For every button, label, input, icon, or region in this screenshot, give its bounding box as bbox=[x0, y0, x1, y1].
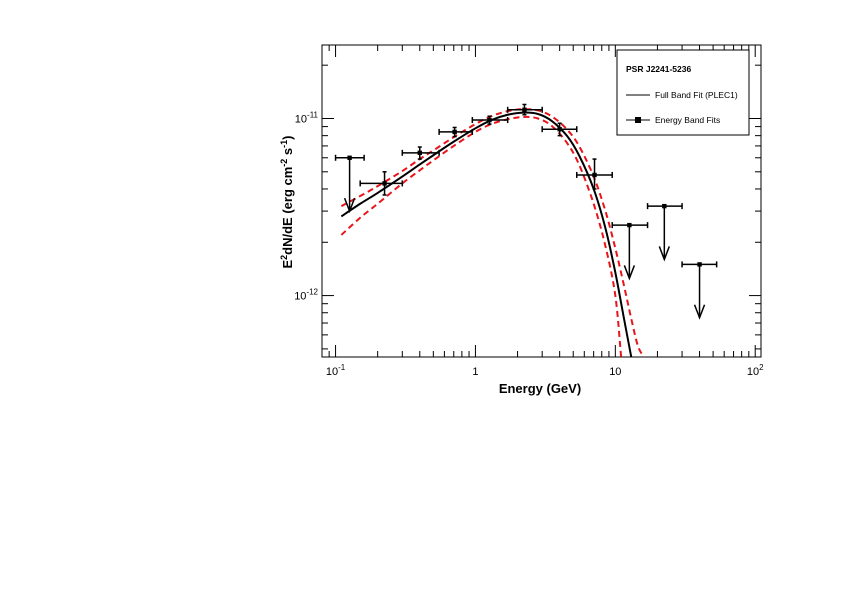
plot-frame bbox=[321, 44, 762, 358]
y-tick-label-base: 10 bbox=[294, 291, 306, 303]
upper-limit-1 bbox=[611, 222, 649, 281]
x-axis-tick-labels: 10-1 1 10 102 bbox=[326, 363, 764, 378]
x-axis-label: Energy (GeV) bbox=[499, 381, 581, 396]
data-point-4 bbox=[506, 103, 543, 116]
x-tick-label: 1 bbox=[472, 366, 478, 378]
y-axis-ticks bbox=[322, 64, 761, 350]
y-tick-label-exponent: -11 bbox=[307, 110, 319, 119]
model-band-upper bbox=[340, 108, 645, 357]
x-tick-label: 102 bbox=[747, 363, 764, 378]
y-label-sup2: -2 bbox=[279, 159, 289, 167]
x-tick-label-base: 10 bbox=[747, 366, 759, 378]
limit-arrow-head bbox=[693, 304, 706, 320]
x-axis-ticks bbox=[321, 45, 756, 357]
point-marker bbox=[452, 129, 457, 135]
y-label-sup1: 2 bbox=[279, 255, 289, 260]
y-axis-label: E2dN/dE (erg cm-2 s-1) bbox=[279, 135, 295, 268]
x-tick-label-base: 1 bbox=[472, 366, 478, 378]
limit-arrow-head bbox=[658, 246, 671, 262]
point-marker bbox=[592, 172, 597, 178]
legend-title: PSR J2241-5236 bbox=[626, 64, 691, 74]
x-tick-label: 10-1 bbox=[326, 363, 346, 378]
y-tick-label-base: 10 bbox=[295, 113, 307, 125]
plot-area bbox=[321, 44, 762, 358]
x-tick-label: 10 bbox=[609, 366, 621, 378]
upper-limit-2 bbox=[646, 203, 683, 262]
y-label-end: ) bbox=[280, 135, 295, 139]
data-point-2 bbox=[438, 126, 474, 138]
upper-limit-0 bbox=[334, 154, 365, 214]
y-tick-label-exponent: -12 bbox=[306, 288, 318, 297]
y-label-mid: dN/dE (erg cm bbox=[280, 167, 295, 255]
x-tick-label-exponent: -1 bbox=[338, 363, 346, 372]
legend-entry-energy-band: Energy Band Fits bbox=[655, 115, 720, 125]
y-label-mid2: s bbox=[280, 148, 295, 159]
y-label-sup3: -1 bbox=[279, 140, 289, 148]
data-point-0 bbox=[359, 171, 404, 196]
upper-limit-3 bbox=[681, 261, 718, 320]
model-fit-line bbox=[340, 111, 633, 357]
point-marker bbox=[522, 107, 527, 112]
x-tick-label-exponent: 2 bbox=[759, 363, 764, 372]
model-band-lower bbox=[340, 115, 623, 357]
legend-entry-full-band: Full Band Fit (PLEC1) bbox=[655, 90, 738, 100]
y-tick-label: 10-11 bbox=[295, 110, 319, 125]
data-point-1 bbox=[401, 146, 440, 160]
y-label-base: E bbox=[280, 260, 295, 269]
limit-arrow-head bbox=[623, 265, 636, 281]
x-tick-label-base: 10 bbox=[609, 366, 621, 378]
data-point-3 bbox=[471, 115, 509, 125]
point-marker bbox=[557, 127, 562, 132]
data-point-5 bbox=[541, 122, 578, 137]
legend-marker-square bbox=[635, 117, 641, 123]
plot-content bbox=[334, 103, 718, 357]
x-tick-label-base: 10 bbox=[326, 366, 338, 378]
point-marker bbox=[487, 117, 492, 123]
data-point-6 bbox=[576, 158, 613, 190]
limit-arrow-head bbox=[343, 197, 356, 214]
point-marker bbox=[382, 181, 387, 186]
point-marker bbox=[417, 150, 422, 156]
upper-limits bbox=[334, 154, 718, 320]
energy-band-points bbox=[359, 103, 613, 196]
y-tick-label: 10-12 bbox=[294, 288, 318, 303]
legend: PSR J2241-5236 Full Band Fit (PLEC1) Ene… bbox=[616, 49, 750, 136]
